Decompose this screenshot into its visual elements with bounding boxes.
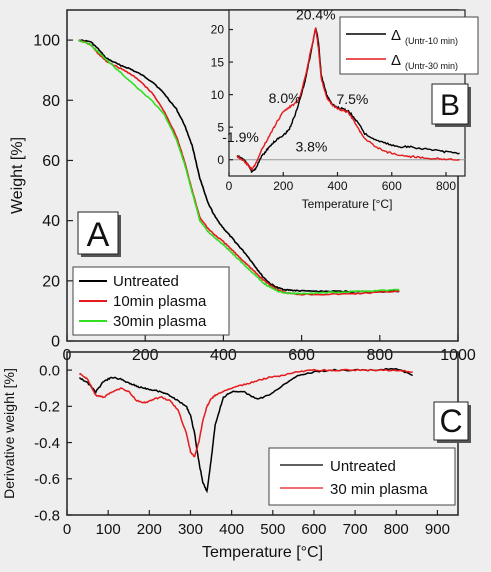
x-tick-label: 700 [343,521,368,538]
panel-a-x-tick-labels: 0 200 400 600 800 1000 [63,347,476,364]
legend-subscript: (Untr-30 min) [405,61,458,71]
panel-c-letter: C [439,403,462,439]
panel-b-legend [339,16,479,75]
legend-delta: Δ [391,27,401,44]
panel-a-y-tick-labels: 0 20 40 60 80 100 [33,33,60,351]
panel-b-x-tick-labels: 0 200 400 600 800 [226,179,457,193]
series-line-untreated [78,367,414,494]
panel-c: 0 100 200 300 400 500 600 700 800 900 -0.8-0.6-0.… [1,351,471,561]
y-tick-label: -0.4 [34,435,60,452]
panel-a-letter-box [77,211,119,255]
panel-b-letter: B [440,89,460,122]
x-tick-label: 800 [436,179,456,193]
y-tick-label: 10 [211,88,225,102]
legend-label: 10min plasma [113,293,207,310]
panel-a-legend-items: Untreated 10min plasma 30min plasma [79,273,207,330]
y-tick-label: 60 [42,153,60,170]
x-tick-label: 800 [366,347,393,364]
series-line-10min-plasma [78,39,400,296]
y-tick-label: -0.8 [34,507,60,524]
panel-c-x-tick-labels: 0 100 200 300 400 500 600 700 800 900 [63,521,450,538]
y-tick-label: 40 [42,213,60,230]
panel-c-legend [268,447,456,506]
x-tick-label: 200 [132,347,159,364]
series-line-30min-plasma [78,39,400,296]
panel-a-letter: A [87,216,110,254]
y-tick-label: 0.0 [39,362,60,379]
x-tick-label: 200 [273,179,293,193]
y-tick-label: 20 [42,273,60,290]
legend-label: 30min plasma [113,313,207,330]
x-tick-label: 200 [137,521,162,538]
annotation-label: 20.4% [296,7,336,23]
y-tick-label: 100 [33,33,60,50]
panel-b-ticks [228,28,447,176]
x-tick-label: 900 [425,521,450,538]
panel-a-y-axis-label: Weight [%] [9,137,26,214]
x-tick-label: 600 [382,179,402,193]
x-tick-label: 800 [384,521,409,538]
panel-c-x-axis-label: Temperature [°C] [202,544,323,561]
legend-delta: Δ [391,52,401,69]
x-tick-label: 400 [219,521,244,538]
annotation-label: 3.8% [295,139,327,155]
panel-c-series [78,367,414,494]
x-tick-label: 400 [327,179,347,193]
annotation-label: -1.9% [222,129,259,145]
legend-label: 30 min plasma [330,481,428,498]
y-tick-label: -0.2 [34,399,60,416]
y-tick-label: 15 [211,55,225,69]
panel-b-annotations: -1.9% 8.0% 3.8% 20.4% 7.5% [222,7,368,155]
y-tick-label: 0 [51,334,60,351]
panel-b-series [236,27,460,174]
legend-label: Untreated [330,458,396,475]
y-tick-label: 5 [217,120,224,134]
series-line-untr-30min [236,27,460,172]
x-tick-label: 0 [226,179,233,193]
y-tick-label: 80 [42,93,60,110]
x-tick-label: 500 [260,521,285,538]
y-tick-label: 20 [211,23,225,37]
x-tick-label: 100 [96,521,121,538]
panel-b-x-axis-label: Temperature [°C] [302,197,393,211]
panel-a-series [78,39,400,296]
panel-c-y-axis-label: Derivative weight [%] [1,368,17,499]
panel-c-y-tick-labels: -0.8 -0.6 -0.4 -0.2 0.0 [34,362,60,524]
annotation-label: 7.5% [336,91,368,107]
x-tick-label: 400 [210,347,237,364]
x-tick-label: 300 [178,521,203,538]
panel-c-letter-box [433,401,469,441]
panel-b-letter-box [431,83,469,125]
x-tick-label: 600 [288,347,315,364]
legend-label: Untreated [113,273,179,290]
panel-c-ticks [66,369,439,516]
x-tick-label: 0 [63,521,71,538]
series-line-untreated [78,39,400,293]
y-tick-label: -0.6 [34,471,60,488]
panel-b-legend-items: Δ (Untr-10 min) Δ (Untr-30 min) [346,27,458,71]
panel-a-ticks [66,39,459,342]
series-line-30-min-plasma [79,368,413,458]
y-tick-label: 0 [217,153,224,167]
legend-subscript: (Untr-10 min) [405,36,458,46]
panel-c-legend-items: Untreated 30 min plasma [280,458,428,498]
annotation-label: 8.0% [269,90,301,106]
x-tick-label: 600 [301,521,326,538]
panel-b-y-tick-labels: 0 5 10 15 20 [211,23,225,167]
